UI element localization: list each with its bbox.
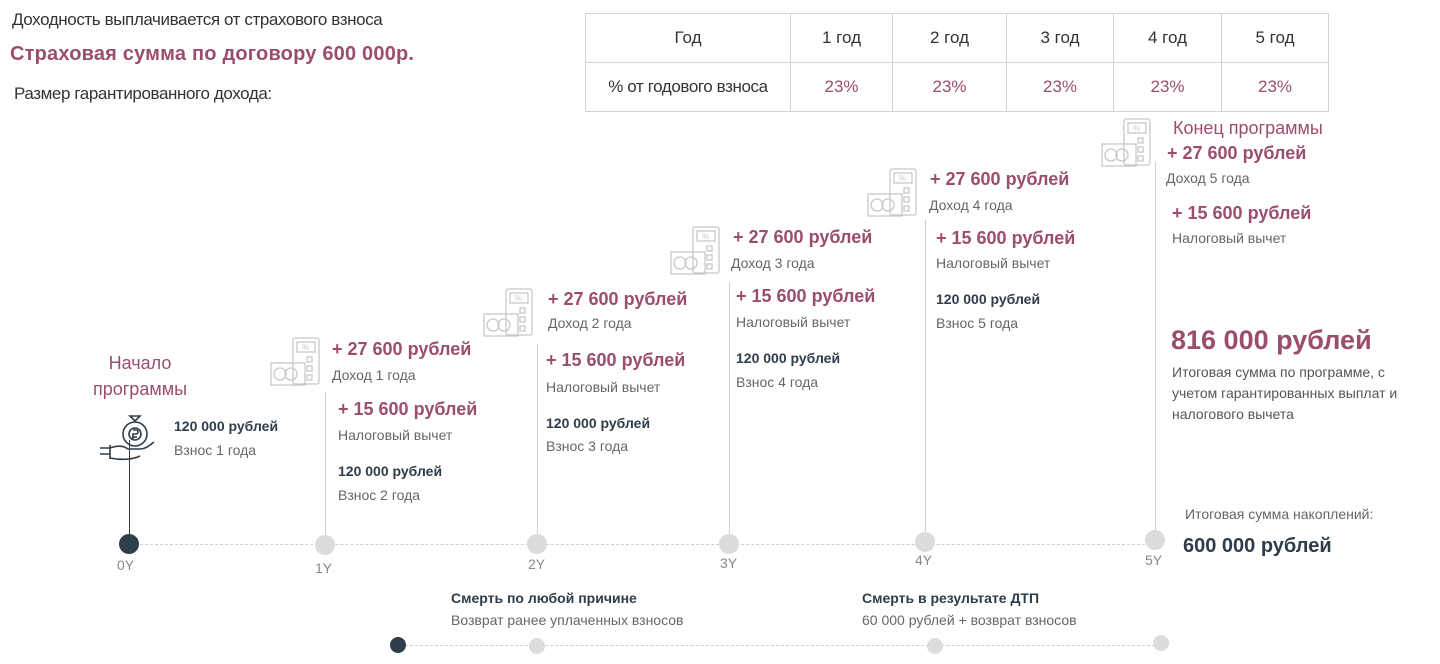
tax-amount-5: + 15 600 рублей xyxy=(1172,203,1312,223)
year-cell: 2 год xyxy=(892,13,1007,63)
risk-dot-0 xyxy=(390,637,406,653)
calculator-icon: % xyxy=(1101,118,1151,167)
payment-amount-4: 120 000 рублей xyxy=(736,350,841,366)
year-label-0: 0Y xyxy=(117,557,135,573)
year-5-line xyxy=(1155,162,1156,534)
payment-label-5: Взнос 5 года xyxy=(936,315,1019,331)
timeline-dot-5 xyxy=(1145,530,1165,550)
income-amount-1: + 27 600 рублей xyxy=(332,339,472,359)
payment-label-1: Взнос 1 года xyxy=(174,442,257,458)
year-label-5: 5Y xyxy=(1145,552,1163,568)
insured-sum-title: Страховая сумма по договору 600 000р. xyxy=(10,43,415,65)
tax-label-1: Налоговый вычет xyxy=(338,427,453,443)
percent-cell: 23% xyxy=(1221,62,1329,112)
risk-dot-2 xyxy=(927,638,943,654)
svg-text:%: % xyxy=(899,174,906,183)
start-label-line1: Начало xyxy=(108,353,172,373)
year-header: Год xyxy=(585,13,791,63)
income-amount-3: + 27 600 рублей xyxy=(733,227,873,247)
savings-amount: 600 000 рублей xyxy=(1183,535,1332,557)
tax-amount-1: + 15 600 рублей xyxy=(338,399,478,419)
svg-text:%: % xyxy=(1133,124,1140,133)
year-label-4: 4Y xyxy=(915,552,933,568)
payment-label-3: Взнос 3 года xyxy=(546,438,629,454)
svg-text:%: % xyxy=(515,294,522,303)
total-description: Итоговая сумма по программе, с учетом га… xyxy=(1172,364,1398,422)
money-bag-hand-icon xyxy=(100,415,155,461)
percent-header: % от годового взноса xyxy=(585,62,791,112)
timeline-dot-1 xyxy=(315,535,335,555)
calculator-icon: % xyxy=(270,337,320,386)
year-4-line xyxy=(925,220,926,536)
program-start-label: Начало программы xyxy=(86,350,194,402)
calculator-icon: % xyxy=(483,288,533,337)
rates-table: Год 1 год 2 год 3 год 4 год 5 год % от г… xyxy=(585,13,1329,112)
tax-amount-3: + 15 600 рублей xyxy=(736,286,876,306)
program-end-label: Конец программы xyxy=(1173,118,1323,138)
year-label-3: 3Y xyxy=(720,555,738,571)
payment-label-4: Взнос 4 года xyxy=(736,374,819,390)
income-label-4: Доход 4 года xyxy=(929,197,1013,213)
risk-timeline-axis xyxy=(400,645,1160,646)
payment-amount-5: 120 000 рублей xyxy=(936,291,1041,307)
income-note: Доходность выплачивается от страхового в… xyxy=(12,10,383,29)
year-2-line xyxy=(537,344,538,537)
start-line xyxy=(129,440,130,540)
year-3-line xyxy=(729,282,730,536)
risk-title-accident: Смерть в результате ДТП xyxy=(862,590,1040,606)
tax-label-4: Налоговый вычет xyxy=(936,255,1051,271)
income-amount-4: + 27 600 рублей xyxy=(930,169,1070,189)
year-cell: 5 год xyxy=(1221,13,1329,63)
year-label-2: 2Y xyxy=(528,556,546,572)
risk-title-any: Смерть по любой причине xyxy=(451,590,637,606)
income-label-5: Доход 5 года xyxy=(1166,170,1250,186)
payment-amount-1: 120 000 рублей xyxy=(174,418,279,434)
risk-desc-accident: 60 000 рублей + возврат взносов xyxy=(862,612,1077,628)
svg-text:%: % xyxy=(302,343,309,352)
calculator-icon: % xyxy=(867,168,917,217)
percent-cell: 23% xyxy=(1113,62,1222,112)
svg-text:%: % xyxy=(702,232,709,241)
tax-label-3: Налоговый вычет xyxy=(736,314,851,330)
total-amount: 816 000 рублей xyxy=(1171,325,1372,355)
risk-dot-1 xyxy=(529,638,545,654)
risk-desc-any: Возврат ранее уплаченных взносов xyxy=(451,612,684,628)
calculator-icon: % xyxy=(670,226,720,275)
year-cell: 1 год xyxy=(790,13,893,63)
savings-label: Итоговая сумма накоплений: xyxy=(1185,506,1374,522)
timeline-axis xyxy=(140,544,1150,545)
percent-cell: 23% xyxy=(892,62,1007,112)
income-label-2: Доход 2 года xyxy=(548,315,632,331)
percent-cell: 23% xyxy=(790,62,893,112)
table-row: % от годового взноса 23% 23% 23% 23% 23% xyxy=(585,62,1329,112)
year-cell: 4 год xyxy=(1113,13,1222,63)
timeline-dot-2 xyxy=(527,534,547,554)
year-1-line xyxy=(325,392,326,538)
income-label-3: Доход 3 года xyxy=(731,255,815,271)
income-amount-2: + 27 600 рублей xyxy=(548,289,688,309)
risk-dot-3 xyxy=(1153,635,1169,651)
timeline-dot-0 xyxy=(119,534,139,554)
income-label-1: Доход 1 года xyxy=(332,367,416,383)
payment-amount-2: 120 000 рублей xyxy=(338,463,443,479)
year-label-1: 1Y xyxy=(315,560,333,576)
payment-label-2: Взнос 2 года xyxy=(338,487,421,503)
table-row: Год 1 год 2 год 3 год 4 год 5 год xyxy=(585,13,1329,63)
year-cell: 3 год xyxy=(1006,13,1114,63)
income-amount-5: + 27 600 рублей xyxy=(1167,143,1307,163)
guaranteed-income-label: Размер гарантированного дохода: xyxy=(14,84,272,103)
timeline-dot-3 xyxy=(719,534,739,554)
timeline-dot-4 xyxy=(915,532,935,552)
percent-cell: 23% xyxy=(1006,62,1114,112)
payment-amount-3: 120 000 рублей xyxy=(546,415,651,431)
tax-label-5: Налоговый вычет xyxy=(1172,230,1287,246)
tax-amount-2: + 15 600 рублей xyxy=(546,350,686,370)
tax-amount-4: + 15 600 рублей xyxy=(936,228,1076,248)
tax-label-2: Налоговый вычет xyxy=(546,379,661,395)
start-label-line2: программы xyxy=(92,379,188,399)
